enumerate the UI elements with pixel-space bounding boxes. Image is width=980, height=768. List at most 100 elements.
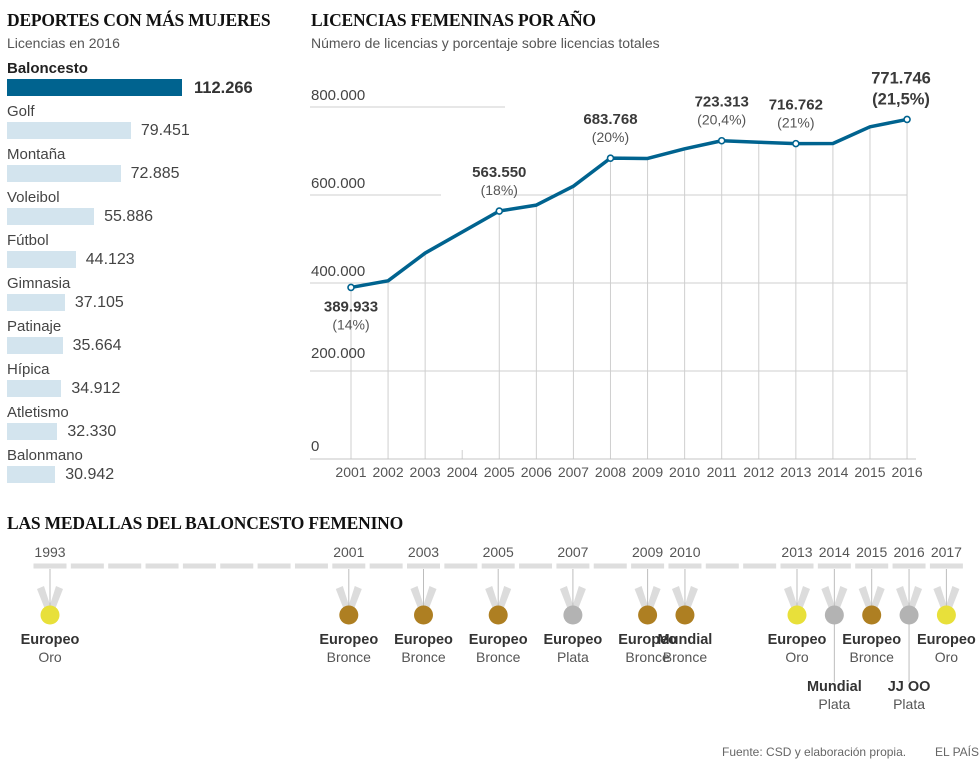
y-tick-label: 0 [311, 438, 319, 455]
bar-label: Hípica [7, 361, 50, 378]
medal-competition: Europeo [917, 632, 976, 648]
x-tick-label: 2012 [743, 464, 774, 480]
medal-bronce-icon [675, 605, 695, 625]
medal-type: Bronce [327, 649, 372, 665]
x-tick-label: 2010 [669, 464, 700, 480]
bar [7, 294, 65, 311]
medal-competition: Europeo [394, 632, 453, 648]
annotation-percent: (21,5%) [872, 90, 930, 108]
annotation-percent: (18%) [481, 182, 518, 198]
medal-type: Bronce [625, 649, 670, 665]
x-tick-label: 2006 [521, 464, 552, 480]
medal-year: 2009 [632, 544, 663, 560]
timeline-segment [444, 563, 478, 569]
ribbon-right [571, 586, 586, 612]
bar [7, 423, 58, 440]
medal-competition: Europeo [543, 632, 602, 648]
source-note: Fuente: CSD y elaboración propia. [722, 745, 907, 759]
bar [7, 337, 63, 354]
bar-value-label: 79.451 [140, 122, 190, 139]
x-tick-label: 2013 [780, 464, 811, 480]
ribbon-left [410, 586, 425, 612]
ribbon-left [559, 586, 574, 612]
x-tick-label: 2015 [854, 464, 885, 480]
data-point-marker [717, 136, 726, 145]
bar [7, 165, 121, 182]
medal-year: 2005 [483, 544, 514, 560]
annotation-percent: (20%) [592, 129, 629, 145]
y-tick-label: 600.000 [311, 175, 365, 192]
medal-bronce-icon [488, 605, 508, 625]
bar-label: Fútbol [7, 232, 49, 249]
medal-year: 2001 [333, 544, 364, 560]
medal-year: 2016 [893, 544, 924, 560]
medal-year: 2015 [856, 544, 887, 560]
medal-bronce-icon [339, 605, 359, 625]
ribbon-right [870, 586, 885, 612]
ribbon-right [833, 586, 848, 612]
bar-label: Patinaje [7, 318, 62, 335]
bar-value-label: 72.885 [130, 165, 180, 182]
medal-plata-icon [824, 605, 844, 625]
timeline-segment [855, 563, 889, 569]
ribbon-right [422, 586, 437, 612]
medal-plata-icon [899, 605, 919, 625]
timeline-segment [519, 563, 553, 569]
medal-type: Bronce [850, 649, 895, 665]
annotation-value: 389.933 [324, 298, 378, 315]
medal-type: Bronce [663, 649, 708, 665]
medal-year: 2014 [819, 544, 850, 560]
medal-type: Bronce [401, 649, 446, 665]
annotation-percent: (14%) [332, 316, 369, 332]
medal-oro-icon [936, 605, 956, 625]
ribbon-right [347, 586, 362, 612]
series-line [349, 117, 909, 290]
x-tick-label: 2005 [484, 464, 515, 480]
bar-value-label: 37.105 [74, 294, 124, 311]
x-tick-label: 2007 [558, 464, 589, 480]
annotation-percent: (20,4%) [697, 112, 746, 128]
x-tick-label: 2014 [817, 464, 848, 480]
x-tick-label: 2009 [632, 464, 663, 480]
bar-label: Voleibol [7, 189, 60, 206]
bar [7, 208, 95, 225]
ribbon-left [896, 586, 911, 612]
timeline-segment [743, 563, 777, 569]
timeline-segment [892, 563, 926, 569]
timeline-segment [556, 563, 590, 569]
medal-competition: JJ OO [888, 679, 931, 695]
bar-label: Gimnasia [7, 275, 71, 292]
timeline-segment [929, 563, 963, 569]
x-tick-label: 2008 [595, 464, 626, 480]
ribbon-right [49, 586, 63, 612]
timeline-segment [145, 563, 179, 569]
ribbon-right [945, 586, 960, 612]
medals-timeline: 1993EuropeoOro2001EuropeoBronce2003Europ… [21, 544, 976, 712]
ribbon-left [335, 586, 350, 612]
timeline-segment [33, 563, 67, 569]
ribbon-left [933, 586, 948, 612]
annotation-value: 563.550 [472, 164, 526, 181]
medal-plata-icon [563, 605, 583, 625]
medal-competition: Europeo [21, 632, 80, 648]
timeline-segment [780, 563, 814, 569]
medal-oro-icon [40, 605, 60, 625]
data-point-marker [495, 207, 504, 215]
medal-type: Oro [785, 649, 809, 665]
bar-value-label: 32.330 [67, 423, 117, 440]
medals-title: LAS MEDALLAS DEL BALONCESTO FEMENINO [7, 513, 404, 533]
timeline-segment [668, 563, 702, 569]
data-point-marker [606, 154, 615, 162]
medal-year: 2003 [408, 544, 439, 560]
annotation-percent: (21%) [777, 115, 814, 131]
y-tick-label: 800.000 [311, 87, 365, 104]
data-point-marker [903, 115, 911, 124]
